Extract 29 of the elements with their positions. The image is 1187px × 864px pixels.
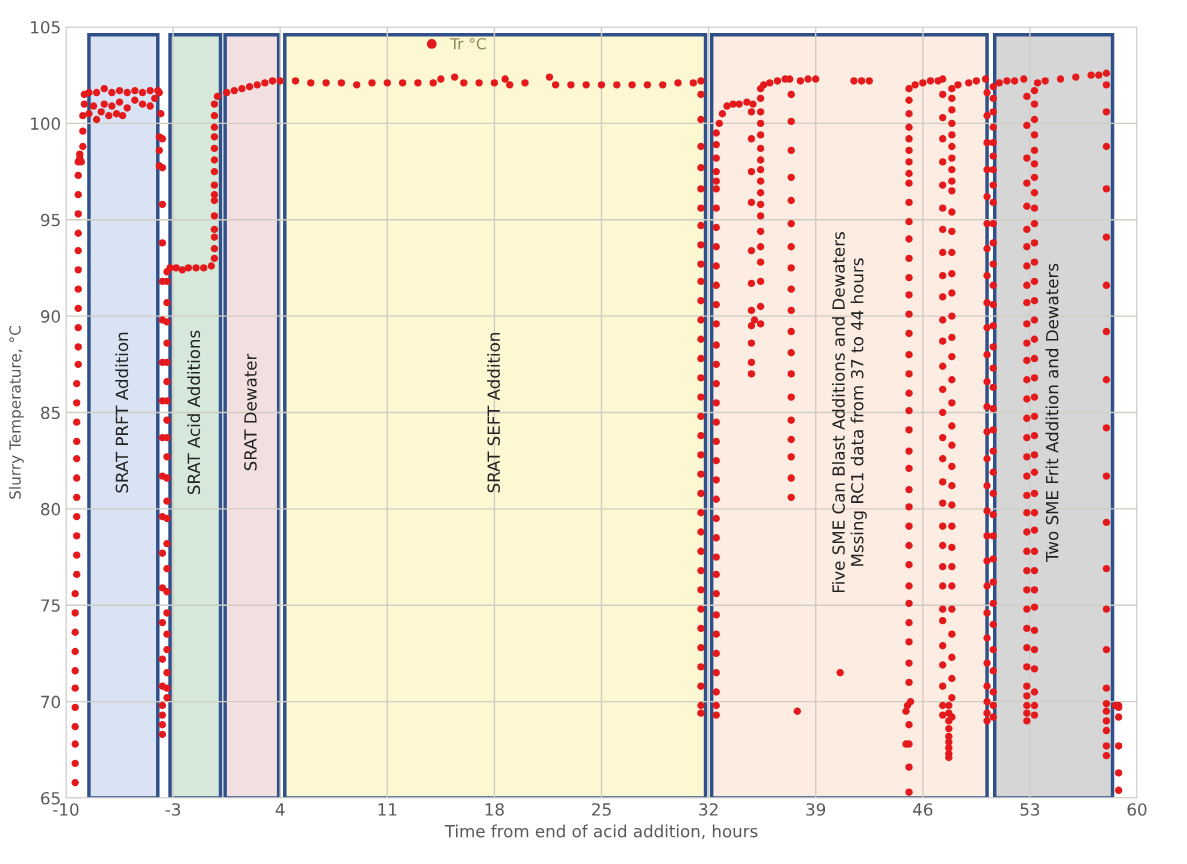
- y-tick-label: 65: [41, 791, 60, 805]
- x-tick-label: 25: [592, 803, 611, 816]
- y-tick-label: 100: [31, 117, 61, 130]
- band-label: SRAT Acid Additions: [187, 330, 201, 495]
- x-tick-label: -10: [53, 803, 79, 816]
- band-label: SRAT Dewater: [244, 353, 257, 471]
- band-label: SRAT PRFT Addition: [115, 332, 129, 493]
- y-axis-title: Slurry Temperature, °C: [8, 326, 24, 499]
- y-tick-label: 90: [40, 310, 61, 323]
- band-label: SRAT SEFT Addition: [487, 333, 500, 493]
- y-tick-label: 105: [31, 20, 60, 34]
- x-tick-label: 4: [275, 803, 285, 816]
- x-tick-label: 60: [1127, 803, 1147, 816]
- x-tick-label: 46: [913, 803, 933, 816]
- x-tick-label: 32: [699, 803, 718, 816]
- y-tick-label: 95: [40, 213, 60, 227]
- band-label: Two SME Frit Addition and Dewaters: [1045, 263, 1059, 563]
- x-tick-label: 39: [806, 803, 826, 816]
- x-tick-label: 53: [1020, 803, 1040, 816]
- band-label: Five SME Can Blast Additions and Dewaters Mssing RC1 data from 37 to 44 hours: [831, 232, 867, 593]
- y-tick-label: 75: [41, 599, 60, 612]
- x-tick-label: 11: [378, 803, 397, 816]
- x-tick-label: 18: [485, 803, 504, 816]
- x-tick-label: -3: [165, 803, 181, 816]
- x-axis-title: Time from end of acid addition, hours: [444, 824, 758, 840]
- y-tick-label: 85: [41, 406, 60, 420]
- legend-label: Tr °C: [450, 37, 486, 50]
- y-tick-label: 70: [41, 695, 61, 709]
- y-tick-label: 80: [41, 502, 61, 516]
